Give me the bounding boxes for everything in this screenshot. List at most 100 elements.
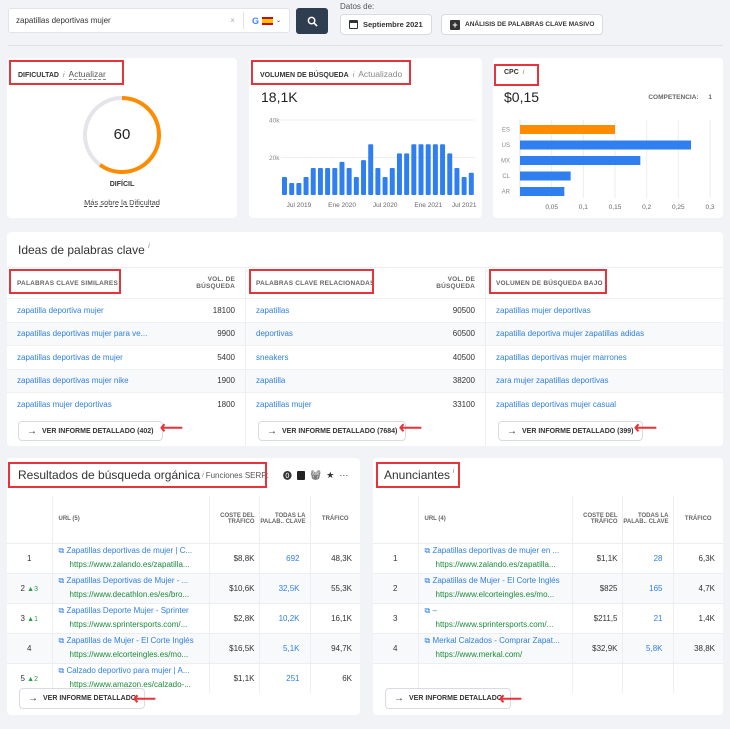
info-icon[interactable]: i [62, 72, 65, 79]
volume-bar[interactable] [382, 177, 388, 195]
keyword-link[interactable]: zapatillas deportivas mujer marrones [496, 352, 627, 362]
keyword-link[interactable]: zara mujer zapatillas deportivas [496, 376, 609, 386]
keyword-link[interactable]: deportivas [256, 329, 293, 339]
volume-bar[interactable] [389, 168, 395, 195]
detailed-report-button[interactable]: → VER INFORME DETALLADO (7684) [258, 421, 407, 441]
keywords-count-link[interactable]: 692 [286, 553, 300, 563]
keyword-link[interactable]: zapatillas deportivas mujer para ve... [17, 329, 148, 339]
external-link-icon[interactable]: ⧉ [58, 546, 65, 555]
local-pack-icon[interactable]: ⓿ [282, 470, 292, 481]
volume-bar[interactable] [396, 153, 402, 195]
keyword-link[interactable]: zapatillas deportivas mujer casual [496, 400, 617, 409]
volume-bar[interactable] [418, 144, 424, 195]
volume-bar[interactable] [425, 144, 431, 195]
result-url[interactable]: https://www.elcorteingles.es/mo... [69, 650, 189, 659]
keyword-link[interactable]: zapatillas mujer deportivas [496, 305, 591, 315]
keywords-count-link[interactable]: 5,1K [283, 643, 300, 653]
result-title-link[interactable]: Zapatillas Deporte Mujer - Sprinter [66, 606, 189, 615]
external-link-icon[interactable]: ⧉ [424, 576, 431, 585]
result-url[interactable]: https://www.sprintersports.com/... [435, 620, 554, 629]
volume-bar[interactable] [447, 153, 453, 195]
keyword-link[interactable]: zapatilla deportiva mujer zapatillas adi… [496, 329, 645, 339]
result-title-link[interactable]: – [432, 606, 437, 615]
cpc-bar[interactable] [520, 171, 571, 181]
volume-bar[interactable] [296, 183, 302, 195]
keywords-count-link[interactable]: 28 [653, 553, 663, 563]
update-link[interactable]: Actualizar [68, 69, 106, 80]
detailed-report-button[interactable]: → VER INFORME DETALLADO [385, 688, 512, 709]
cpc-bar[interactable] [520, 140, 691, 150]
keywords-count-link[interactable]: 10,2K [278, 613, 300, 623]
result-title-link[interactable]: Zapatillas de Mujer - El Corte Inglés [66, 636, 194, 645]
external-link-icon[interactable]: ⧉ [424, 606, 431, 615]
volume-bar[interactable] [461, 177, 467, 195]
volume-bar[interactable] [332, 168, 338, 195]
keywords-count-link[interactable]: 251 [286, 673, 300, 683]
keyword-link[interactable]: zapatillas mujer [256, 400, 312, 409]
keyword-link[interactable]: zapatillas deportivas de mujer [17, 352, 123, 362]
result-title-link[interactable]: Zapatillas de Mujer - El Corte Inglés [432, 576, 560, 585]
keyword-link[interactable]: sneakers [256, 352, 289, 362]
info-icon[interactable]: i [522, 69, 525, 76]
result-url[interactable]: https://www.amazon.es/calzado-... [69, 680, 191, 690]
search-button[interactable] [296, 8, 328, 34]
volume-bar[interactable] [339, 161, 345, 195]
external-link-icon[interactable]: ⧉ [58, 606, 65, 615]
result-url[interactable]: https://www.elcorteingles.es/mo... [435, 590, 555, 599]
volume-bar[interactable] [303, 177, 309, 195]
volume-bar[interactable] [325, 168, 331, 195]
difficulty-more-link[interactable]: Más sobre la Dificultad [84, 198, 160, 207]
volume-bar[interactable] [289, 183, 295, 195]
result-title-link[interactable]: Zapatillas Deportivas de Mujer - ... [66, 576, 189, 585]
result-url[interactable]: https://www.merkal.com/ [435, 650, 523, 659]
keywords-count-link[interactable]: 5,8K [646, 643, 663, 653]
volume-bar[interactable] [432, 144, 438, 195]
result-title-link[interactable]: Calzado deportivo para mujer | A... [66, 666, 190, 676]
keyword-link[interactable]: zapatilla [256, 376, 286, 386]
keyword-link[interactable]: zapatillas mujer deportivas [17, 400, 112, 409]
external-link-icon[interactable]: ⧉ [58, 636, 65, 645]
volume-bar[interactable] [310, 168, 316, 195]
detailed-report-button[interactable]: → VER INFORME DETALLADO [19, 688, 146, 709]
more-icon[interactable]: ··· [339, 470, 349, 480]
result-url[interactable]: https://www.sprintersports.com/... [69, 620, 188, 629]
external-link-icon[interactable]: ⧉ [58, 576, 65, 585]
info-icon[interactable]: i [148, 243, 150, 250]
keywords-count-link[interactable]: 21 [653, 613, 663, 623]
date-selector-button[interactable]: Septiembre 2021 [340, 14, 432, 35]
detailed-report-button[interactable]: → VER INFORME DETALLADO (399) [498, 421, 643, 441]
keyword-link[interactable]: zapatilla deportiva mujer [17, 305, 104, 315]
volume-bar[interactable] [468, 172, 474, 195]
keywords-count-link[interactable]: 165 [649, 583, 663, 593]
volume-bar[interactable] [353, 177, 359, 195]
cpc-bar[interactable] [520, 187, 565, 196]
info-icon[interactable]: i [202, 471, 204, 479]
volume-bar[interactable] [454, 168, 460, 195]
volume-bar[interactable] [317, 168, 323, 195]
search-input[interactable]: zapatillas deportivas mujer × G ⌄ [8, 8, 290, 33]
cpc-bar[interactable] [520, 156, 641, 165]
keyword-link[interactable]: zapatillas deportivas mujer nike [17, 376, 129, 386]
star-icon[interactable]: ★ [326, 469, 335, 480]
info-icon[interactable]: i [452, 468, 455, 475]
volume-bar[interactable] [346, 168, 352, 195]
info-icon[interactable]: i [352, 72, 355, 79]
external-link-icon[interactable]: ⧉ [58, 666, 65, 676]
image-icon[interactable] [296, 470, 305, 480]
cpc-bar[interactable] [520, 125, 615, 134]
volume-bar[interactable] [411, 144, 417, 195]
result-url[interactable]: https://www.zalando.es/zapatilla... [435, 560, 556, 569]
volume-bar[interactable] [375, 168, 381, 195]
external-link-icon[interactable]: ⧉ [424, 636, 431, 645]
shopping-basket-icon[interactable]: 🧺︎ [309, 469, 322, 480]
keywords-count-link[interactable]: 32,5K [278, 583, 300, 593]
volume-bar[interactable] [361, 160, 367, 195]
external-link-icon[interactable]: ⧉ [424, 546, 431, 555]
bulk-analysis-button[interactable]: + ANÁLISIS DE PALABRAS CLAVE MASIVO [441, 14, 604, 35]
volume-bar[interactable] [404, 153, 410, 195]
clear-icon[interactable]: × [230, 16, 235, 25]
result-title-link[interactable]: Zapatillas deportivas de mujer | C... [66, 546, 193, 555]
volume-bar[interactable] [282, 177, 287, 195]
volume-bar[interactable] [368, 144, 374, 195]
database-selector[interactable]: G ⌄ [244, 16, 289, 26]
